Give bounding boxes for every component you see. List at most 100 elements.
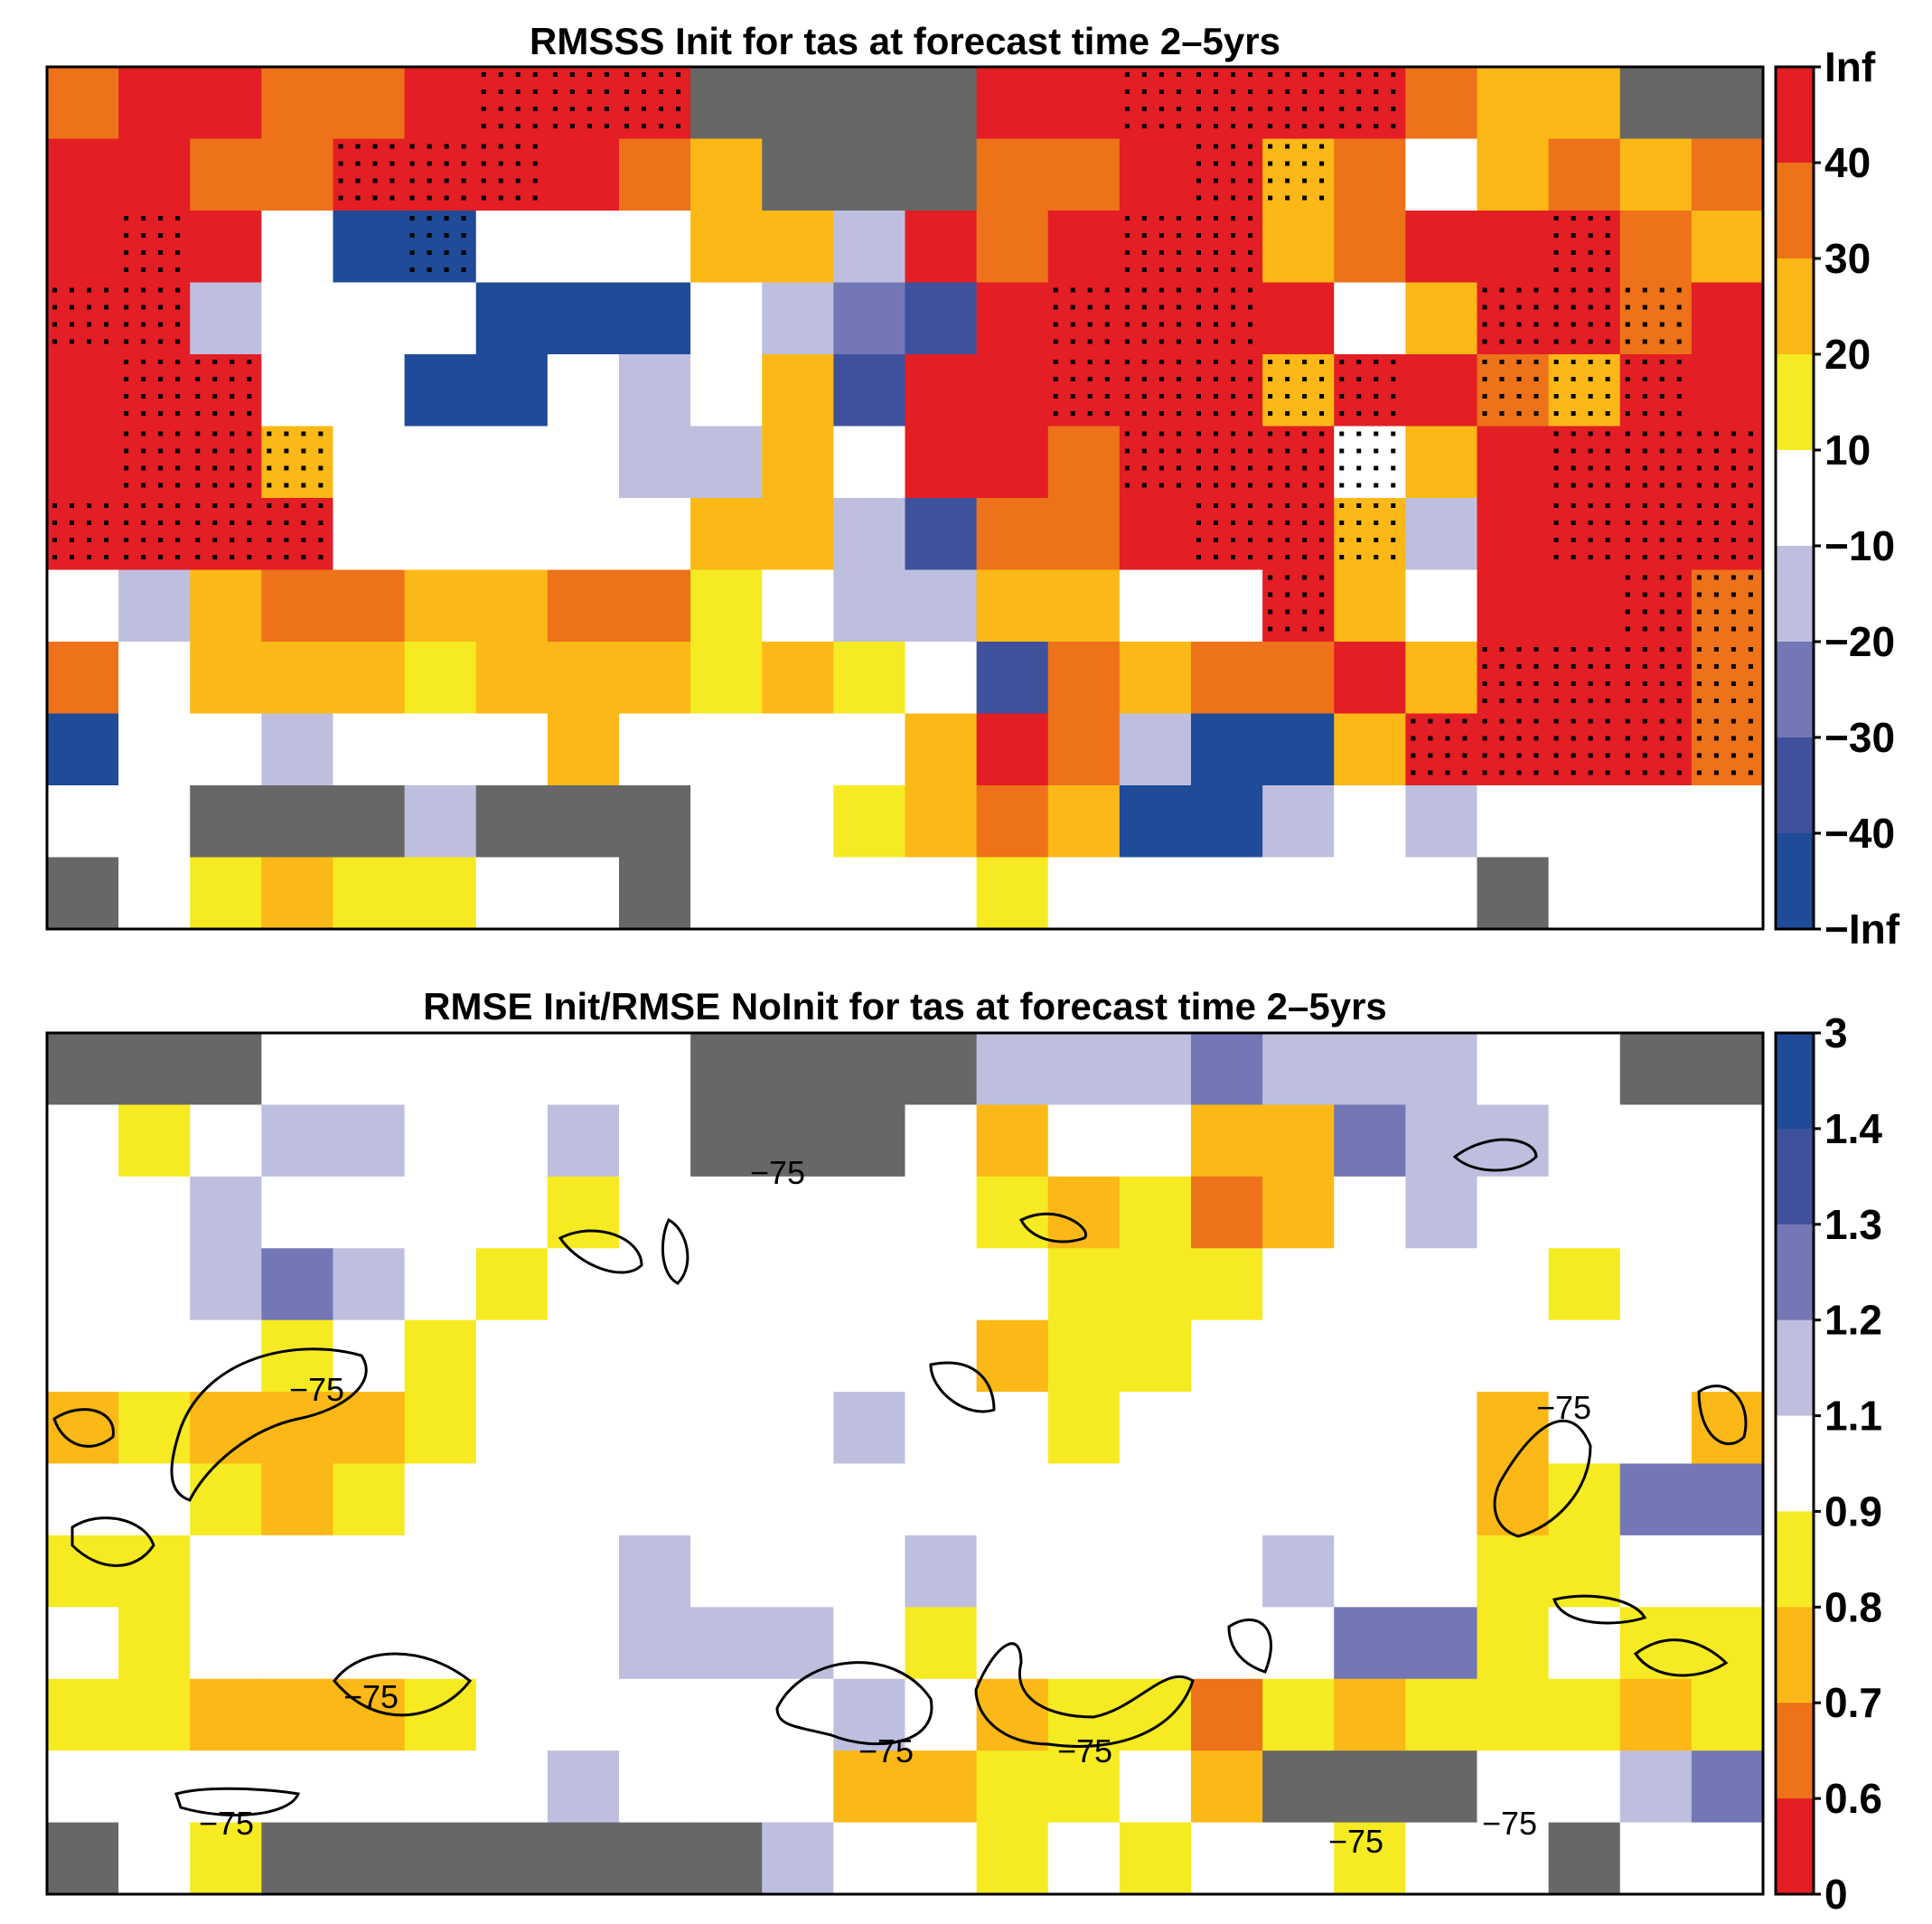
stipple-dot [267, 555, 272, 559]
stipple-dot [284, 538, 289, 542]
stipple-dot [1124, 377, 1130, 381]
heat-cell [905, 1392, 978, 1465]
contour-line [974, 1642, 1195, 1748]
heat-cell [333, 211, 406, 284]
stipple-dot [141, 411, 146, 416]
stipple-dot [1339, 555, 1345, 559]
stipple-dot [1696, 483, 1702, 488]
stipple-dot [124, 267, 129, 272]
heat-cell [547, 642, 620, 715]
stipple-dot [1319, 411, 1325, 416]
heat-cell [1334, 1248, 1406, 1321]
stipple-dot [1196, 195, 1201, 201]
heat-cell [1619, 1750, 1693, 1824]
heat-cell [190, 713, 262, 786]
heat-cell [1191, 211, 1263, 284]
stipple-dot [1659, 287, 1665, 293]
stipple-dot [1248, 503, 1252, 508]
stipple-dot [1158, 250, 1164, 255]
stipple-dot [1070, 322, 1075, 327]
stipple-dot [1516, 718, 1522, 724]
stipple-dot [1605, 216, 1610, 221]
heat-cell [1691, 1750, 1763, 1824]
heat-cell [619, 498, 691, 571]
stipple-dot [1319, 483, 1325, 488]
stipple-dot [124, 465, 129, 471]
stipple-dot [1748, 718, 1753, 724]
stipple-dot [1214, 431, 1218, 436]
stipple-dot [267, 465, 272, 471]
heat-cell [833, 1104, 906, 1178]
stipple-dot [1214, 124, 1218, 128]
stipple-dot [1141, 411, 1147, 416]
stipple-dot [552, 89, 558, 94]
stipple-dot [1571, 411, 1576, 416]
stipple-dot [1588, 521, 1593, 525]
stipple-dot [676, 107, 680, 111]
stipple-dot [1696, 521, 1702, 525]
stipple-dot [158, 538, 164, 542]
stipple-dot [1214, 161, 1218, 166]
stipple-dot [195, 555, 201, 559]
stipple-dot [1676, 555, 1682, 559]
stipple-dot [1659, 339, 1665, 344]
stipple-dot [604, 89, 609, 94]
heat-cell [1548, 1678, 1621, 1751]
heat-cell [190, 282, 262, 355]
stipple-dot [1625, 770, 1630, 775]
stipple-dot [1374, 555, 1379, 559]
stipple-dot [1533, 322, 1539, 327]
heat-cell [1477, 498, 1550, 571]
stipple-dot [1214, 216, 1218, 221]
stipple-dot [1605, 736, 1610, 741]
stipple-dot [1268, 538, 1273, 542]
stipple-dot [1482, 394, 1487, 399]
stipple-dot [532, 124, 538, 128]
stipple-dot [1588, 305, 1593, 310]
heat-cell [190, 642, 262, 715]
heat-cell [690, 354, 763, 427]
heat-cell [475, 1319, 549, 1393]
stipple-dot [1588, 699, 1593, 703]
stipple-dot [1605, 287, 1610, 293]
colorbar-tick-label: 20 [1824, 331, 1871, 378]
stipple-dot [1696, 718, 1702, 724]
heat-cell [1691, 67, 1763, 140]
stipple-dot [1445, 770, 1450, 775]
stipple-dot [1391, 431, 1396, 436]
stipple-dot [1588, 753, 1593, 758]
stipple-dot [1642, 647, 1647, 652]
heat-cell [976, 426, 1049, 499]
stipple-dot [1553, 287, 1559, 293]
stipple-dot [1356, 394, 1362, 399]
stipple-dot [1196, 431, 1201, 436]
stipple-dot [1748, 431, 1753, 436]
heat-cell [1047, 1033, 1121, 1106]
heat-cell [833, 138, 906, 211]
stipple-dot [461, 161, 466, 166]
stipple-dot [1605, 555, 1610, 559]
stipple-dot [1676, 360, 1682, 364]
stipple-dot [175, 216, 181, 221]
stipple-dot [1605, 431, 1610, 436]
stipple-dot [267, 431, 272, 436]
stipple-dot [1196, 322, 1201, 327]
stipple-dot [1196, 305, 1201, 310]
stipple-dot [1642, 448, 1647, 454]
stipple-dot [1196, 538, 1201, 542]
heat-cell [833, 1319, 906, 1393]
stipple-dot [1659, 770, 1665, 775]
heat-cell [976, 1822, 1049, 1894]
colorbar-tick-label: 10 [1824, 427, 1871, 474]
colorbar-bin [1776, 258, 1814, 355]
stipple-dot [1730, 699, 1736, 703]
stipple-dot [1319, 592, 1325, 597]
stipple-dot [1196, 521, 1201, 525]
stipple-dot [1713, 483, 1719, 488]
heat-cell [619, 1535, 691, 1608]
stipple-dot [1374, 448, 1379, 454]
stipple-dot [1285, 377, 1290, 381]
stipple-dot [1268, 448, 1273, 454]
stipple-dot [1659, 360, 1665, 364]
